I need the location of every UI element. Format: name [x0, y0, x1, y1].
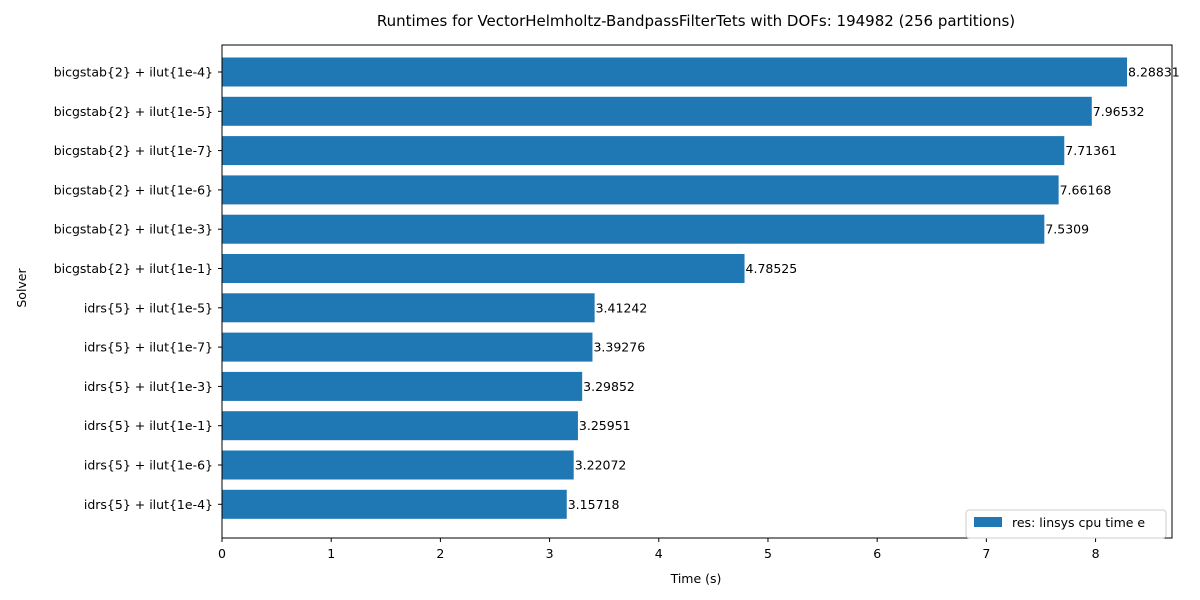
- x-axis-label: Time (s): [670, 571, 722, 586]
- x-tick-label: 1: [327, 546, 335, 561]
- bar: [222, 254, 745, 283]
- x-tick-label: 8: [1092, 546, 1100, 561]
- y-tick-label: idrs{5} + ilut{1e-4}: [84, 497, 213, 512]
- legend-frame: [965, 509, 1167, 539]
- x-tick-label: 4: [655, 546, 663, 561]
- x-tick-label: 6: [873, 546, 881, 561]
- legend-label: res: linsys cpu time e: [1012, 515, 1145, 530]
- bar-value-label: 3.39276: [593, 340, 645, 355]
- y-tick-label: bicgstab{2} + ilut{1e-6}: [54, 182, 213, 197]
- x-tick-label: 5: [764, 546, 772, 561]
- legend: res: linsys cpu time e: [965, 509, 1167, 539]
- y-tick-label: idrs{5} + ilut{1e-7}: [84, 340, 213, 355]
- bar: [222, 96, 1092, 126]
- y-tick-label: bicgstab{2} + ilut{1e-7}: [54, 143, 213, 158]
- y-axis-label: Solver: [14, 268, 29, 308]
- bar: [222, 489, 567, 519]
- bar-value-label: 8.28831: [1128, 65, 1180, 80]
- legend-swatch: [974, 517, 1002, 527]
- y-tick-label: idrs{5} + ilut{1e-6}: [84, 458, 213, 473]
- y-tick-label: bicgstab{2} + ilut{1e-5}: [54, 104, 213, 119]
- bar: [222, 411, 578, 441]
- bars-layer: [222, 57, 1128, 519]
- axes-layer: bicgstab{2} + ilut{1e-4} bicgstab{2} + il…: [54, 44, 1173, 561]
- y-tick-label: idrs{5} + ilut{1e-1}: [84, 418, 213, 433]
- plot-frame: [221, 44, 1173, 539]
- y-tick-label: bicgstab{2} + ilut{1e-4}: [54, 65, 213, 80]
- bar: [222, 214, 1045, 244]
- chart-title: Runtimes for VectorHelmholtz-BandpassFil…: [377, 12, 1015, 30]
- bar-value-label: 7.96532: [1093, 104, 1145, 119]
- bar: [222, 450, 574, 480]
- bar-value-label: 7.66168: [1060, 182, 1112, 197]
- bar-value-label: 3.25951: [579, 418, 631, 433]
- x-tick-label: 0: [218, 546, 226, 561]
- x-tick-label: 7: [982, 546, 990, 561]
- data-labels-layer: 8.28831 7.96532 7.71361 7.66168 7.5309 4.7852…: [568, 65, 1180, 512]
- bar-value-label: 7.71361: [1065, 143, 1117, 158]
- y-tick-label: idrs{5} + ilut{1e-5}: [84, 300, 213, 315]
- x-tick-label: 3: [546, 546, 554, 561]
- x-tick-label: 2: [436, 546, 444, 561]
- bar: [222, 175, 1059, 205]
- bar-value-label: 4.78525: [746, 261, 798, 276]
- bar: [222, 57, 1128, 87]
- y-tick-label: bicgstab{2} + ilut{1e-3}: [54, 222, 213, 237]
- bar-value-label: 3.22072: [575, 458, 627, 473]
- bar-value-label: 3.15718: [568, 497, 620, 512]
- bar-value-label: 3.41242: [596, 300, 648, 315]
- y-tick-label: bicgstab{2} + ilut{1e-1}: [54, 261, 213, 276]
- bar: [222, 371, 583, 401]
- bar: [222, 332, 593, 362]
- bar: [222, 136, 1065, 166]
- y-tick-label: idrs{5} + ilut{1e-3}: [84, 379, 213, 394]
- bar: [222, 293, 595, 323]
- bar-value-label: 3.29852: [583, 379, 635, 394]
- bar-value-label: 7.5309: [1045, 222, 1089, 237]
